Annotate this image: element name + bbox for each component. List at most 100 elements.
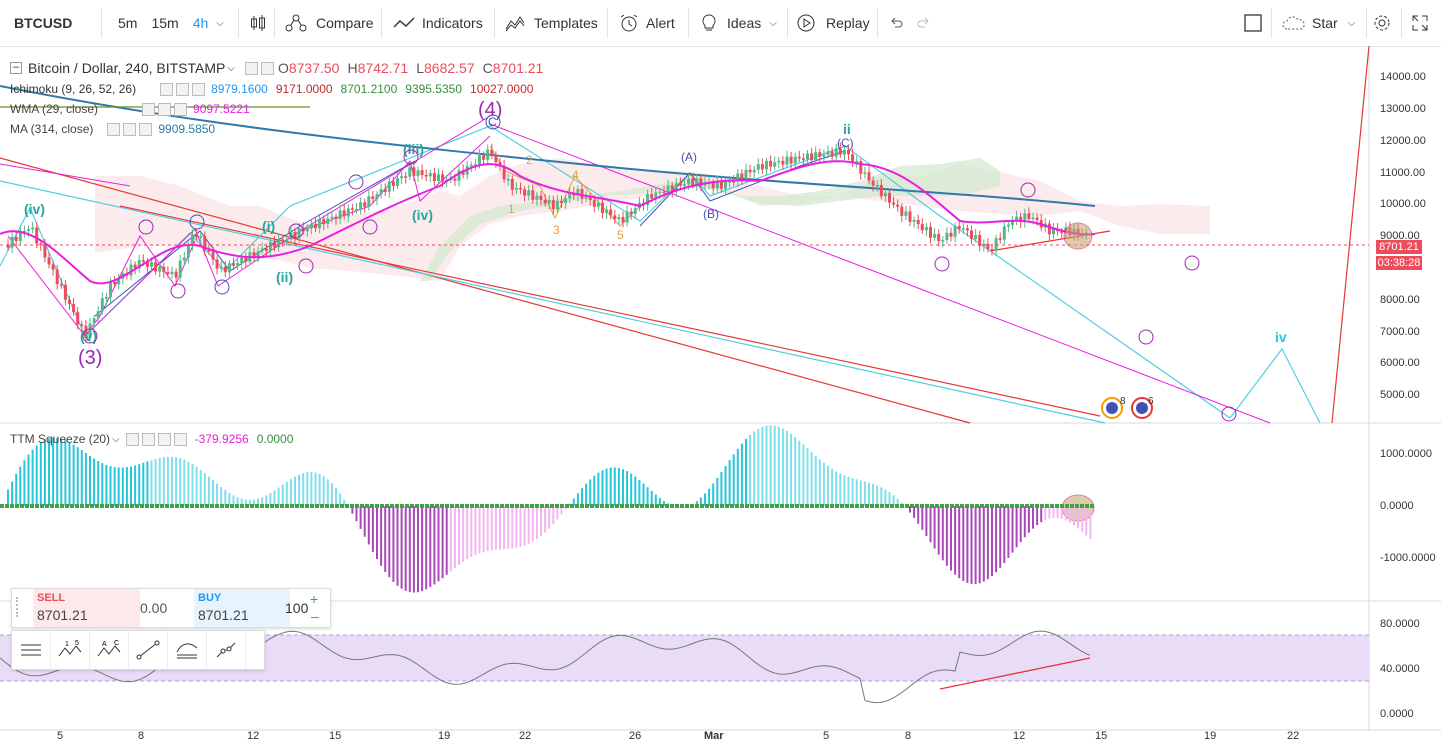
ma-line[interactable] [0, 85, 1096, 207]
wave-marker-circle[interactable] [403, 149, 419, 165]
star-button[interactable]: Star ⌵ [1280, 0, 1355, 46]
fullscreen-chart-button[interactable] [1243, 0, 1263, 46]
interval-5m[interactable]: 5m [118, 15, 138, 31]
wave-label-4[interactable]: 4 [572, 168, 579, 182]
eye-icon[interactable] [244, 61, 258, 75]
wave-label-2[interactable]: 2 [526, 153, 533, 167]
ideas-button[interactable]: Ideas ⌵ [699, 0, 777, 46]
eye-icon[interactable] [142, 102, 156, 116]
rsi-scale[interactable]: 80.0000 40.0000 0.0000 [1370, 610, 1441, 720]
quantity-field[interactable]: 100 [285, 600, 309, 616]
close-icon[interactable] [192, 82, 206, 96]
indicators-button[interactable]: Indicators [392, 0, 483, 46]
wave-marker-circle[interactable] [348, 174, 364, 190]
wave-label-b[interactable]: (B) [703, 207, 719, 221]
wave-marker-circle[interactable] [934, 256, 950, 272]
rsi-trend-line[interactable] [939, 657, 1091, 690]
trend-line[interactable] [0, 180, 1106, 424]
ma-legend[interactable]: MA (314, close) 9909.5850 [10, 122, 215, 136]
wave-marker-circle[interactable] [189, 214, 205, 230]
trend-line[interactable] [489, 123, 1271, 424]
gear-icon[interactable] [141, 432, 155, 446]
ichimoku-legend[interactable]: Ichimoku (9, 26, 52, 26) 8979.1600 9171.… [10, 82, 533, 96]
wave-label-1[interactable]: 1 [508, 202, 515, 216]
close-icon[interactable] [139, 122, 153, 136]
eye-icon[interactable] [125, 432, 139, 446]
wave-marker-circle[interactable] [82, 328, 98, 344]
wave-label-c-circled[interactable]: C [488, 115, 497, 129]
symbol-search[interactable]: BTCUSD [14, 15, 73, 31]
undo-button[interactable] [888, 0, 904, 46]
wave-label-c[interactable]: (C) [837, 136, 854, 150]
economic-events[interactable]: 8 6 [1101, 396, 1154, 419]
wave-marker-circle[interactable] [1221, 406, 1237, 422]
interval-4h[interactable]: 4h [192, 15, 209, 31]
redo-button[interactable] [916, 0, 932, 46]
plus-icon[interactable]: + [310, 591, 319, 607]
wave-label-i-paren[interactable]: (i) [262, 218, 275, 234]
wave-marker-circle[interactable] [214, 279, 230, 295]
buy-button[interactable]: BUY 8701.21 [194, 589, 290, 627]
gear-icon[interactable] [123, 122, 137, 136]
eye-icon[interactable] [160, 82, 174, 96]
chart-style-button[interactable] [248, 0, 268, 46]
fib-tool-button[interactable] [12, 631, 51, 669]
chevron-down-icon[interactable]: ⌵ [216, 17, 224, 29]
compare-button[interactable]: Compare [284, 0, 374, 46]
highlight-ellipse[interactable] [1063, 222, 1093, 250]
gear-icon[interactable] [176, 82, 190, 96]
wave-label-iv-paren[interactable]: (iv) [24, 201, 45, 217]
wave-label-iii-paren[interactable]: (iii) [403, 141, 424, 157]
templates-button[interactable]: Templates [504, 0, 598, 46]
ttm-squeeze-histogram[interactable] [7, 425, 1092, 593]
trend-line[interactable] [119, 205, 1101, 417]
wave-marker-circle[interactable] [1138, 329, 1154, 345]
drag-handle[interactable] [16, 597, 30, 617]
wma-legend[interactable]: WMA (29, close) 9097.5221 [10, 102, 250, 116]
chevron-down-icon[interactable]: ⌵ [112, 433, 120, 445]
wave-label-iv-lower[interactable]: (iv) [412, 207, 433, 223]
channel-tool-button[interactable] [168, 631, 207, 669]
replay-button[interactable]: Replay [796, 0, 870, 46]
wave-label-iv[interactable]: iv [1275, 329, 1287, 345]
trendline-tool-button[interactable] [129, 631, 168, 669]
wave-marker-circle[interactable] [1020, 182, 1036, 198]
wave-label-ii-paren[interactable]: (ii) [276, 269, 293, 285]
wave-projection[interactable] [0, 125, 1321, 424]
wave-label-ii[interactable]: ii [843, 121, 851, 137]
trend-line[interactable] [1331, 46, 1370, 424]
alert-button[interactable]: Alert [618, 0, 675, 46]
wave-label-a[interactable]: (A) [681, 150, 697, 164]
eye-icon[interactable] [107, 122, 121, 136]
trend-line[interactable] [0, 163, 131, 187]
wave-label-3-big[interactable]: (3) [78, 347, 102, 369]
wave-marker-circle[interactable] [1184, 255, 1200, 271]
wave-marker-circle[interactable] [170, 283, 186, 299]
close-icon[interactable] [174, 102, 188, 116]
wave-marker-circle[interactable] [138, 219, 154, 235]
ttm-scale[interactable]: 1000.0000 0.0000 -1000.0000 [1370, 440, 1441, 590]
ray-tool-button[interactable] [207, 631, 246, 669]
collapse-icon[interactable]: – [10, 62, 22, 74]
chevron-down-icon[interactable]: ⌵ [227, 62, 235, 74]
wma-line[interactable] [0, 160, 1096, 285]
sell-button[interactable]: SELL 8701.21 [33, 589, 140, 627]
wave-label-5[interactable]: 5 [617, 228, 624, 242]
ttm-legend[interactable]: TTM Squeeze (20) ⌵ -379.9256 0.0000 [10, 432, 293, 446]
gear-icon[interactable] [158, 102, 172, 116]
interval-15m[interactable]: 15m [151, 15, 179, 31]
expand-button[interactable] [1411, 0, 1429, 46]
chevron-down-icon[interactable]: ⌵ [1347, 17, 1356, 29]
more-icon[interactable] [173, 432, 187, 446]
wave-label-3[interactable]: 3 [553, 223, 560, 237]
close-icon[interactable] [157, 432, 171, 446]
price-chart[interactable]: (4) (3) C ii iv (iv) (iii) (iv) (i) (ii)… [0, 46, 1441, 752]
chevron-down-icon[interactable]: ⌵ [769, 17, 777, 29]
wave-marker-circle[interactable] [362, 219, 378, 235]
settings-button[interactable] [1372, 0, 1392, 46]
gear-icon[interactable] [260, 61, 274, 75]
wave-marker-circle[interactable] [298, 258, 314, 274]
wave-marker-circle[interactable] [288, 223, 304, 239]
